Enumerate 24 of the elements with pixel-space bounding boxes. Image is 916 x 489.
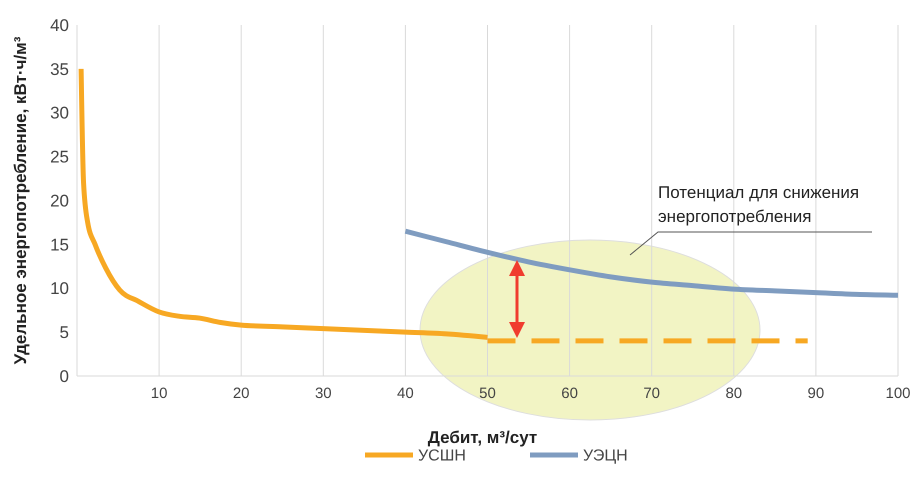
x-tick-label: 30 <box>314 385 332 402</box>
annotation: Потенциал для снижения энергопотребления <box>658 183 860 226</box>
x-tick-label: 70 <box>643 385 660 402</box>
x-tick-label: 50 <box>479 385 496 402</box>
y-tick-label: 25 <box>50 148 69 167</box>
x-tick-label: 100 <box>885 385 911 402</box>
x-axis-title: Дебит, м³/сут <box>428 428 538 447</box>
y-tick-label: 10 <box>50 279 69 298</box>
y-tick-label: 15 <box>50 235 69 254</box>
y-tick-label: 20 <box>50 191 69 210</box>
y-tick-label: 40 <box>50 16 69 35</box>
x-tick-label: 40 <box>397 385 414 402</box>
x-tick-label: 90 <box>808 385 824 402</box>
x-tick-label: 60 <box>561 385 578 402</box>
y-axis-title: Удельное энергопотребление, кВт·ч/м³ <box>11 36 30 364</box>
x-tick-label: 20 <box>232 385 250 402</box>
y-tick-label: 5 <box>60 323 69 342</box>
y-tick-label: 0 <box>60 366 69 386</box>
legend-label: УЭЦН <box>583 448 628 465</box>
y-tick-label: 35 <box>50 60 69 79</box>
x-tick-label: 10 <box>150 385 168 402</box>
x-tick-label: 80 <box>725 385 742 402</box>
legend-label: УСШН <box>418 448 466 465</box>
y-tick-label: 30 <box>50 104 69 123</box>
